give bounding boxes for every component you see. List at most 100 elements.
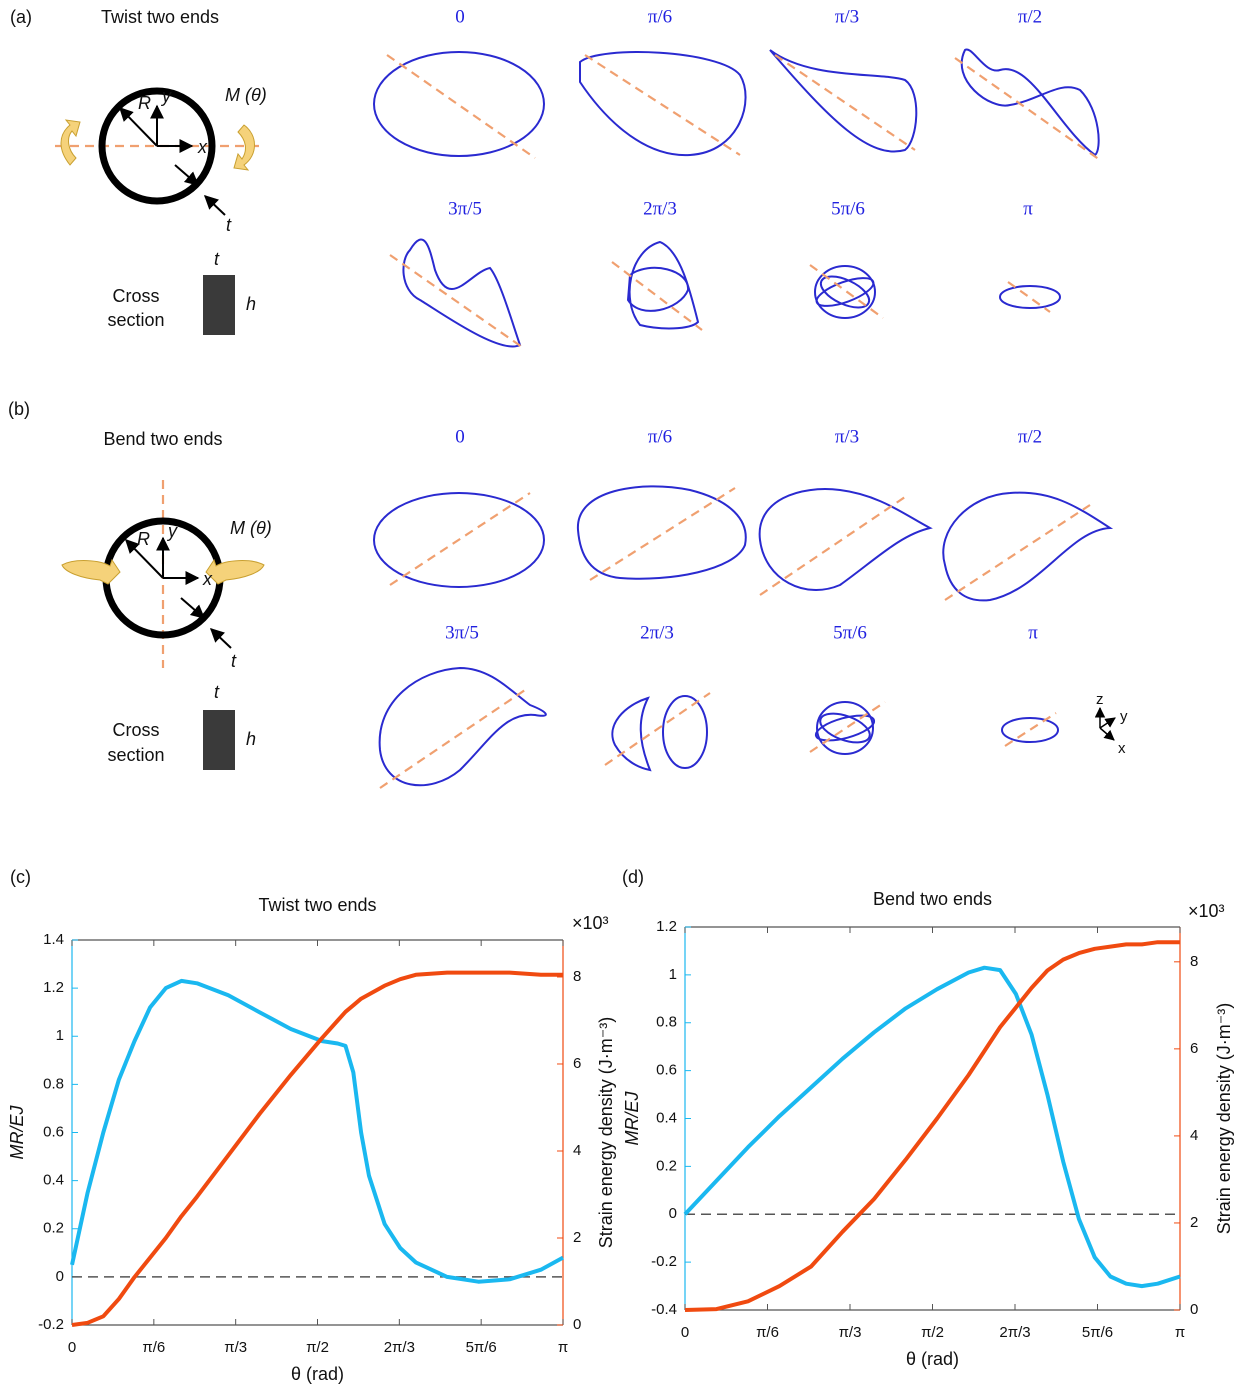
x-tick-label: π <box>558 1339 568 1356</box>
label-t: t <box>214 682 220 702</box>
axis-dash <box>379 689 526 789</box>
y2-axis-label: Strain energy density (J·m⁻³) <box>596 1017 616 1249</box>
x-tick-label: 5π/6 <box>1082 1324 1113 1341</box>
t-arrow <box>174 164 200 186</box>
angle-label: π <box>1028 622 1038 643</box>
panel-label: (d) <box>622 867 644 887</box>
x-tick-label: π/6 <box>142 1339 165 1356</box>
panel-title: Twist two ends <box>101 7 219 27</box>
cross-section <box>203 275 235 335</box>
x-tick-label: π/2 <box>306 1339 329 1356</box>
t-arrow <box>203 195 226 216</box>
panel-a: (a) Twist two ends R y x M (θ) t t h Cro… <box>10 6 1101 348</box>
axis-dash <box>944 504 1091 601</box>
axis-dash <box>589 487 736 581</box>
ring-shape <box>814 265 876 319</box>
y-tick-label: 1.2 <box>43 979 64 996</box>
ring-shape <box>999 285 1061 309</box>
label-moment: M (θ) <box>230 518 272 538</box>
x-axis-label: θ (rad) <box>906 1349 959 1369</box>
ring-shape <box>819 712 871 744</box>
label-moment: M (θ) <box>225 85 267 105</box>
data-line <box>683 965 1181 1289</box>
triad-label: z <box>1096 691 1104 708</box>
x-tick-label: 2π/3 <box>999 1324 1030 1341</box>
axis-dash <box>386 54 536 159</box>
axis-dash <box>759 496 906 596</box>
cross-label: Cross <box>112 720 159 740</box>
panel-label: (c) <box>10 867 31 887</box>
cross-label: Cross <box>112 286 159 306</box>
x-tick-label: π/6 <box>756 1324 779 1341</box>
axis-dash <box>389 492 531 586</box>
x-tick-label: π/2 <box>921 1324 944 1341</box>
y2-tick-label: 2 <box>573 1229 581 1246</box>
angle-label: π <box>1023 198 1033 219</box>
x-tick-label: 5π/6 <box>466 1339 497 1356</box>
label-y: y <box>160 86 172 106</box>
angle-label: 2π/3 <box>643 198 677 219</box>
y2-multiplier: ×10³ <box>1188 901 1225 921</box>
angle-label: 5π/6 <box>831 198 865 219</box>
data-line <box>684 940 1180 1312</box>
x-tick-label: π/3 <box>224 1339 247 1356</box>
x-tick-label: 0 <box>68 1339 76 1356</box>
axis-dash <box>584 54 741 156</box>
triad-axis <box>1099 717 1116 729</box>
y-tick-label: -0.2 <box>38 1316 64 1333</box>
ring-shape <box>378 666 547 787</box>
axis-dash <box>604 692 711 766</box>
y-tick-label: -0.4 <box>651 1301 677 1318</box>
y-tick-label: 0.2 <box>43 1220 64 1237</box>
y-tick-label: 0.2 <box>656 1157 677 1174</box>
y-tick-label: 0.6 <box>43 1123 64 1140</box>
ring <box>98 87 216 205</box>
twist-arrow <box>233 124 255 171</box>
t-arrow <box>180 597 206 619</box>
radius-arrow <box>125 538 164 579</box>
y2-tick-label: 4 <box>573 1142 581 1159</box>
label-r: R <box>137 529 150 549</box>
y2-axis-label: Strain energy density (J·m⁻³) <box>1214 1003 1234 1235</box>
panel-label: (a) <box>10 7 32 27</box>
label-h: h <box>246 729 256 749</box>
y-tick-label: 1.4 <box>43 931 64 948</box>
label-r: R <box>138 93 151 113</box>
angle-label: π/2 <box>1018 426 1042 447</box>
axis-dash <box>611 261 703 331</box>
y2-tick-label: 0 <box>573 1316 581 1333</box>
chart-title: Bend two ends <box>873 889 992 909</box>
axis-dash <box>954 57 1101 161</box>
ring-shape <box>816 701 874 755</box>
ring-shape <box>579 51 747 157</box>
y2-tick-label: 6 <box>1190 1040 1198 1057</box>
angle-label: π/6 <box>648 426 672 447</box>
ring-shape <box>402 238 522 348</box>
axis-dash <box>1007 281 1051 313</box>
ring-shape <box>1001 717 1059 743</box>
angle-label: 3π/5 <box>445 622 479 643</box>
cross-section <box>203 710 235 770</box>
y-tick-label: 0 <box>669 1205 677 1222</box>
x-tick-label: 2π/3 <box>384 1339 415 1356</box>
angle-label: π/3 <box>835 6 859 27</box>
ring-shape <box>662 695 708 769</box>
y2-tick-label: 6 <box>573 1055 581 1072</box>
angle-label: π/3 <box>835 426 859 447</box>
axis-dash <box>774 54 916 151</box>
y2-tick-label: 8 <box>1190 953 1198 970</box>
angle-label: π/2 <box>1018 6 1042 27</box>
axis-dash <box>1004 712 1057 747</box>
y-tick-label: 0 <box>56 1268 64 1285</box>
label-x: x <box>202 569 213 589</box>
label-t: t <box>231 651 237 671</box>
bend-arrow <box>61 558 121 585</box>
radius-arrow <box>119 106 158 147</box>
y2-tick-label: 8 <box>573 968 581 985</box>
y-tick-label: 0.8 <box>656 1014 677 1031</box>
ring-shape <box>814 714 876 742</box>
t-arrow <box>209 628 232 649</box>
label-h: h <box>246 294 256 314</box>
angle-label: π/6 <box>648 6 672 27</box>
